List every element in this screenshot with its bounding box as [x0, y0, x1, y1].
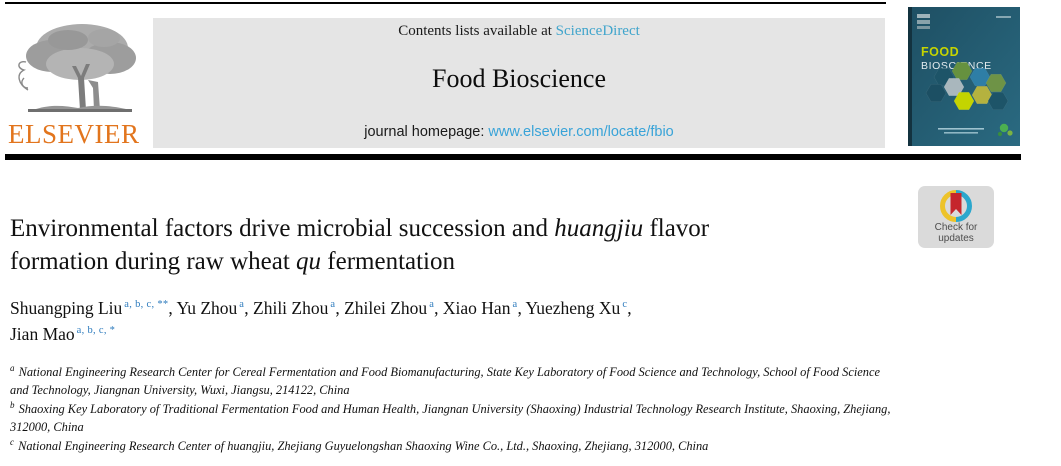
author-affiliation-superscript: a [429, 299, 435, 311]
author-affiliation-superscript: a [330, 299, 336, 311]
author-name: Shuangping Liu [10, 298, 123, 318]
check-for-updates-badge[interactable]: Check for updates [918, 186, 994, 248]
author-name: Zhilei Zhou [344, 298, 428, 318]
article-title: Environmental factors drive microbial su… [10, 215, 710, 275]
bookmark-icon [950, 193, 962, 215]
journal-header-banner: Contents lists available at ScienceDirec… [153, 18, 885, 148]
top-rule-divider [5, 2, 886, 4]
cover-title-food: FOOD [921, 45, 959, 59]
cover-issue-text [996, 16, 1011, 18]
affiliation-line: a National Engineering Research Center f… [10, 362, 880, 397]
author-affiliation-superscript: a, b, c, ** [124, 299, 169, 311]
author-name: Yuezheng Xu [525, 298, 621, 318]
article-head: Environmental factors drive microbial su… [10, 212, 892, 455]
elsevier-wordmark: ELSEVIER [8, 119, 140, 149]
cover-footer-text [938, 128, 984, 130]
cover-hexagon-art [925, 62, 1009, 110]
cover-mini-logo-icon [917, 14, 930, 29]
contents-line: Contents lists available at ScienceDirec… [153, 23, 885, 40]
homepage-link[interactable]: www.elsevier.com/locate/fbio [488, 124, 674, 140]
author-name: Zhili Zhou [253, 298, 329, 318]
check-for-updates-label: Check for updates [934, 222, 978, 244]
authors-line: Shuangping Liu a, b, c, **, Yu Zhou a, Zhi… [10, 298, 632, 345]
affiliations-block: a National Engineering Research Center f… [10, 362, 892, 456]
affiliation-line: b Shaoxing Key Laboratory of Traditional… [10, 399, 891, 435]
author-affiliation-superscript: a [239, 299, 245, 311]
sciencedirect-link[interactable]: ScienceDirect [555, 23, 640, 39]
contents-prefix-text: Contents lists available at [398, 23, 556, 39]
header-thick-rule [5, 154, 1021, 160]
homepage-prefix-text: journal homepage: [364, 124, 489, 140]
journal-title: Food Bioscience [431, 64, 607, 93]
author-affiliation-superscript: a, b, c, * [76, 325, 116, 337]
author-affiliation-superscript: c [622, 299, 628, 311]
author-name: Jian Mao [10, 324, 75, 345]
homepage-line: journal homepage: www.elsevier.com/locat… [153, 124, 885, 140]
author-name: Xiao Han [442, 298, 511, 318]
elsevier-logo: ELSEVIER [8, 18, 150, 150]
author-affiliation-superscript: a [512, 299, 518, 311]
cover-green-logo-icon [997, 123, 1013, 137]
check-for-updates-icon [940, 190, 972, 222]
elsevier-tree-icon [18, 24, 136, 112]
journal-cover-thumbnail: FOOD BIOSCIENCE [908, 7, 1020, 146]
author-name: Yu Zhou [176, 298, 238, 318]
affiliation-line: c National Engineering Research Center o… [10, 437, 709, 454]
